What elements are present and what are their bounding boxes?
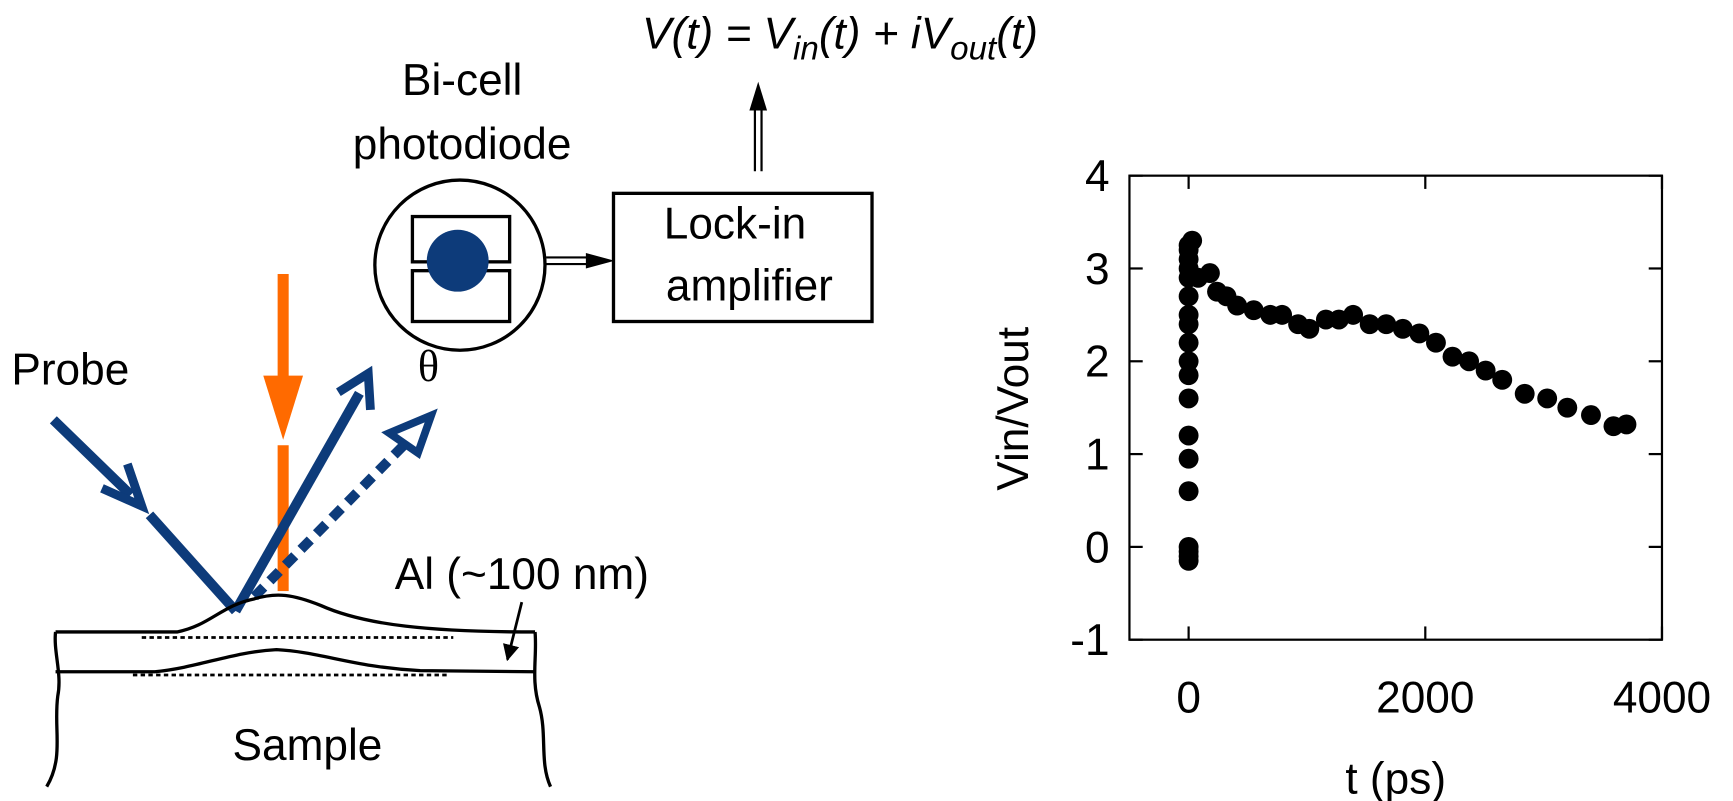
data-point: [1178, 388, 1199, 409]
data-point: [1343, 304, 1364, 325]
data-point: [1359, 314, 1380, 335]
x-axis-label: t (ps): [1345, 754, 1446, 801]
sample: [45, 593, 553, 788]
probe-beam: [49, 365, 438, 615]
data-point: [1178, 536, 1199, 557]
equation-part: (t): [996, 10, 1038, 59]
data-point: [1178, 448, 1199, 469]
y-axis-label: Vin/Vout: [989, 327, 1038, 491]
y-tick-label: 1: [1085, 431, 1110, 480]
data-point: [1581, 405, 1601, 426]
data-point: [1459, 351, 1480, 372]
y-tick-label: -1: [1070, 616, 1109, 665]
photodiode: [373, 178, 547, 352]
x-tick-label: 4000: [1613, 674, 1711, 723]
data-point: [1442, 346, 1463, 367]
x-tick-label: 0: [1176, 674, 1201, 723]
data-point: [1299, 318, 1320, 339]
data-point: [1557, 397, 1578, 418]
output-arrow: [749, 81, 768, 172]
data-point: [1178, 481, 1199, 502]
data-point: [1537, 388, 1558, 409]
detector-label: photodiode: [353, 120, 572, 169]
data-point: [1182, 230, 1203, 251]
amplifier-label: Lock-in: [664, 200, 806, 249]
equation-sub: out: [950, 31, 998, 68]
data-point: [1392, 318, 1413, 339]
equation-part: (t) + iV: [819, 10, 954, 59]
y-tick-label: 4: [1085, 152, 1110, 201]
equation: V(t) = Vin(t) + iVout(t): [642, 10, 1038, 68]
data-point: [1178, 351, 1199, 372]
y-tick-label: 2: [1085, 338, 1110, 387]
data-point: [1243, 300, 1264, 321]
equation-sub: in: [793, 31, 819, 68]
sample-label: Sample: [233, 721, 383, 770]
data-point: [1475, 360, 1496, 381]
plot-frame: [1128, 174, 1664, 641]
y-tick-label: 3: [1085, 245, 1110, 294]
probe-label: Probe: [11, 345, 129, 394]
film-label: Al (~100 nm): [395, 550, 649, 599]
data-point: [1272, 304, 1293, 325]
data-point: [1178, 365, 1199, 386]
data-point: [1178, 425, 1199, 446]
data-point: [1514, 383, 1535, 404]
equation-part: V(t) = V: [642, 10, 797, 59]
y-tick-label: 0: [1085, 523, 1110, 572]
data-point: [1178, 332, 1199, 353]
data-point: [1227, 295, 1248, 316]
amplifier-box: [611, 191, 874, 324]
amplifier-label: amplifier: [666, 262, 833, 311]
data-point: [1409, 323, 1430, 344]
signal-arrow: [546, 253, 615, 269]
data-point: [1199, 263, 1220, 284]
data-point: [1376, 314, 1397, 335]
x-tick-label: 2000: [1376, 674, 1474, 723]
data-point: [1426, 332, 1446, 353]
data-point: [1178, 286, 1199, 307]
data-point: [1616, 414, 1637, 435]
detector-label: Bi-cell: [402, 56, 522, 105]
angle-label: θ: [418, 342, 439, 391]
data-point: [1492, 369, 1513, 390]
data-point: [1178, 304, 1199, 325]
